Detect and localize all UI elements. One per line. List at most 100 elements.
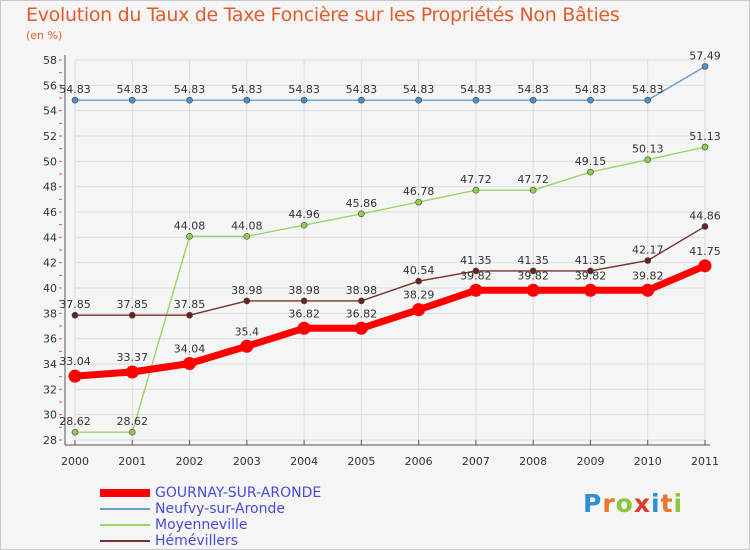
data-label: 39.82 [460, 269, 492, 282]
x-tick-label: 2011 [691, 455, 719, 468]
data-label: 39.82 [632, 269, 664, 282]
data-point [71, 428, 79, 436]
legend-swatch [100, 489, 150, 497]
data-label: 51.13 [689, 130, 721, 143]
y-tick-label: 34 [43, 358, 57, 371]
data-point [701, 63, 709, 70]
data-point [186, 233, 193, 240]
chart-title: Evolution du Taux de Taxe Foncière sur l… [26, 4, 620, 26]
data-label: 33.04 [59, 355, 91, 368]
data-label: 57.49 [689, 49, 721, 62]
data-label: 40.54 [403, 264, 435, 277]
x-tick-label: 2002 [176, 455, 204, 468]
data-point [243, 96, 251, 104]
data-point [644, 257, 652, 264]
data-point [587, 96, 594, 104]
data-label: 54.83 [403, 83, 435, 96]
proxiti-logo: Proxiti [583, 489, 684, 518]
y-tick-label: 32 [43, 383, 57, 396]
series-line-2 [75, 146, 706, 433]
data-label: 33.37 [117, 351, 149, 364]
y-tick-label: 40 [43, 282, 57, 295]
y-tick-label: 38 [43, 307, 57, 320]
data-point [186, 96, 193, 104]
data-label: 38.29 [403, 289, 435, 302]
x-tick-label: 2006 [405, 455, 433, 468]
data-point [354, 321, 368, 335]
data-point [415, 277, 422, 285]
data-label: 54.83 [231, 83, 263, 96]
data-label: 36.82 [346, 307, 378, 320]
data-point [701, 223, 709, 230]
x-tick-label: 2009 [576, 455, 604, 468]
legend-label: GOURNAY-SUR-ARONDE [155, 485, 322, 501]
data-label: 45.86 [346, 197, 378, 210]
data-point [128, 311, 136, 319]
data-point [469, 283, 483, 297]
data-point [415, 96, 422, 104]
data-point [644, 156, 652, 163]
data-label: 49.15 [575, 155, 607, 168]
data-point [125, 365, 139, 379]
x-tick-label: 2001 [118, 455, 146, 468]
data-label: 35.4 [235, 325, 260, 338]
x-tick-label: 2008 [519, 455, 547, 468]
data-label: 54.83 [460, 83, 492, 96]
data-label: 36.82 [288, 307, 320, 320]
data-label: 54.83 [59, 83, 91, 96]
y-tick-label: 56 [43, 79, 57, 92]
data-point [186, 311, 193, 319]
x-tick-label: 2000 [61, 455, 89, 468]
data-label: 38.98 [346, 284, 378, 297]
unit-label: (en %) [26, 29, 63, 42]
data-label: 44.08 [174, 219, 206, 232]
y-tick-label: 46 [43, 206, 57, 219]
legend-label: Neufvy-sur-Aronde [155, 501, 285, 517]
data-point [297, 321, 311, 335]
data-label: 41.35 [517, 254, 549, 267]
data-label: 54.83 [288, 83, 320, 96]
data-label: 38.98 [231, 284, 263, 297]
legend-label: Moyenneville [155, 517, 248, 533]
data-label: 41.75 [689, 245, 721, 258]
data-point [583, 283, 597, 297]
data-label: 28.62 [59, 415, 91, 428]
y-tick-label: 50 [43, 155, 57, 168]
data-label: 44.96 [288, 208, 320, 221]
data-point [183, 356, 197, 370]
data-label: 37.85 [117, 298, 149, 311]
data-point [358, 210, 365, 218]
data-point [587, 267, 594, 275]
data-label: 39.82 [517, 269, 549, 282]
data-label: 47.72 [517, 173, 549, 186]
data-label: 54.83 [575, 83, 607, 96]
data-point [641, 283, 655, 297]
data-point [701, 143, 709, 151]
y-tick-label: 48 [43, 181, 57, 194]
y-tick-label: 54 [43, 105, 57, 118]
x-tick-label: 2007 [462, 455, 490, 468]
data-point [68, 369, 82, 383]
data-label: 44.86 [689, 209, 721, 222]
y-tick-label: 28 [43, 434, 57, 447]
x-tick-label: 2004 [290, 455, 318, 468]
data-point [243, 233, 251, 240]
y-tick-label: 44 [43, 231, 57, 244]
data-point [529, 186, 537, 194]
data-point [529, 96, 537, 104]
data-point [412, 303, 426, 317]
data-point [71, 311, 79, 319]
data-label: 54.83 [517, 83, 549, 96]
x-tick-label: 2010 [634, 455, 662, 468]
data-point [698, 259, 712, 273]
data-point [128, 96, 136, 104]
data-label: 44.08 [231, 219, 263, 232]
data-label: 50.13 [632, 143, 664, 156]
data-label: 41.35 [575, 254, 607, 267]
data-point [526, 283, 540, 297]
data-point [300, 96, 308, 104]
data-label: 42.17 [632, 244, 664, 257]
data-label: 54.83 [174, 83, 206, 96]
